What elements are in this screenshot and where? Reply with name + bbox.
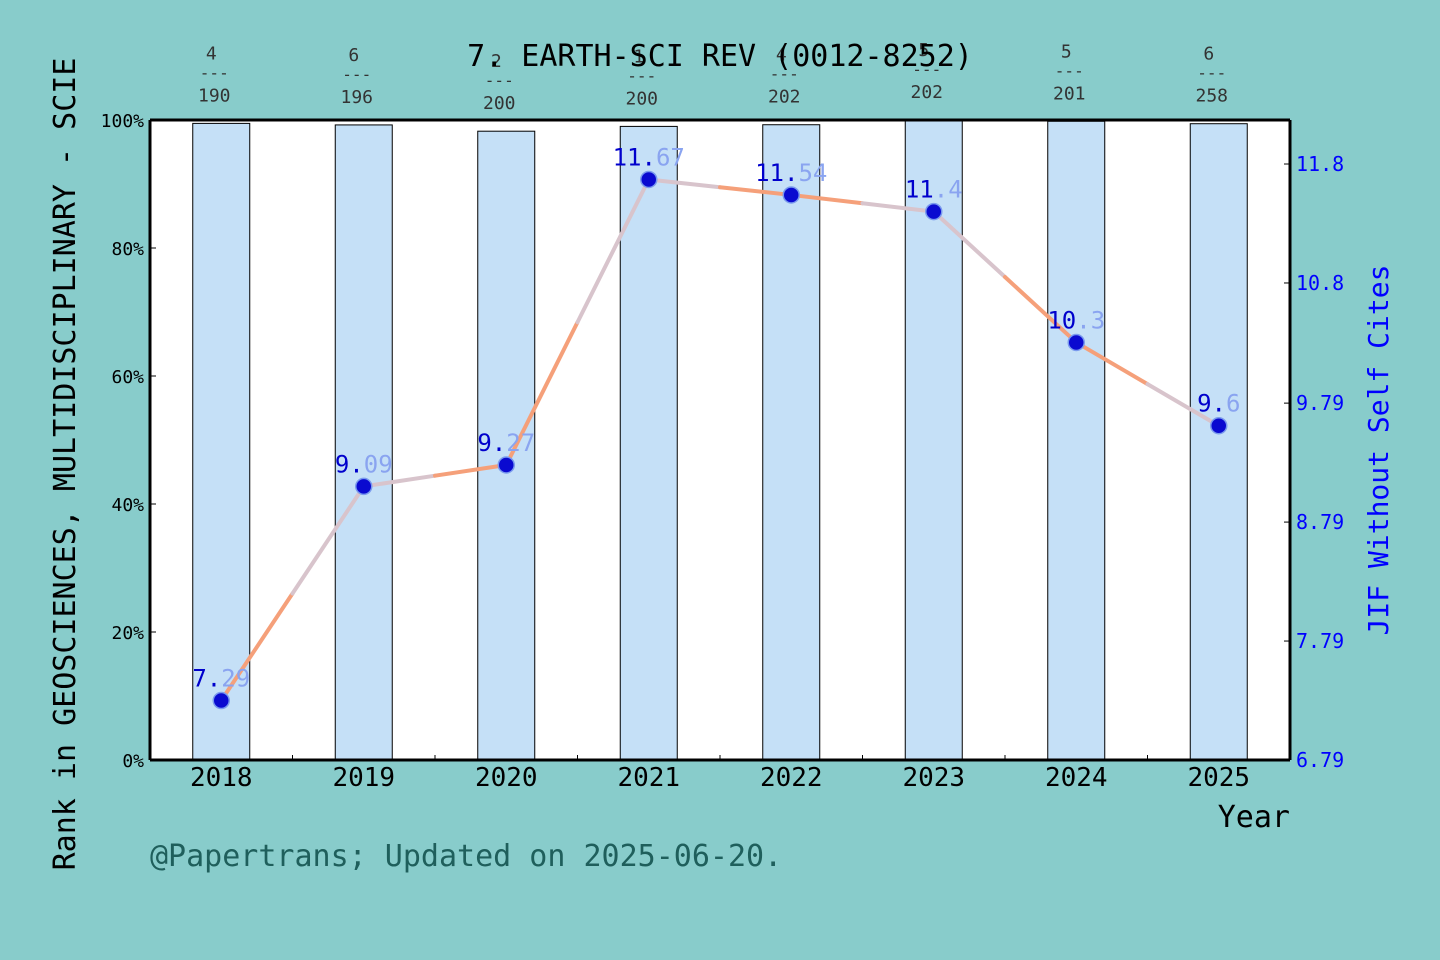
value-label-2025: 9.6	[1197, 390, 1240, 418]
y-right-tick-label: 10.8	[1296, 271, 1344, 295]
x-tick-label-2020: 2020	[475, 763, 538, 793]
point-2024	[1067, 333, 1085, 352]
rank-value-2018: 4	[206, 43, 217, 64]
y-right-tick-label: 9.79	[1296, 391, 1344, 415]
line-segment	[1003, 275, 1079, 345]
y-right-tick-label: 11.8	[1296, 152, 1344, 176]
value-label-2023: 11.4	[905, 176, 963, 204]
line-segment	[1145, 382, 1221, 428]
rank-separator-2023: ---	[912, 60, 941, 79]
rank-value-2023: 5	[918, 40, 929, 61]
y-right-tick-label: 8.79	[1296, 510, 1344, 534]
line-segment	[290, 484, 366, 596]
value-label-2020: 9.27	[477, 429, 535, 457]
point-2025	[1210, 416, 1228, 435]
point-2020	[497, 456, 515, 474]
rank-value-2022: 4	[776, 45, 787, 66]
rank-total-2025: 258	[1195, 86, 1228, 107]
line-segment	[931, 209, 1007, 280]
rank-separator-2021: ---	[627, 66, 656, 85]
rank-total-2019: 196	[340, 87, 373, 108]
bar-2019	[334, 124, 393, 761]
rank-total-2021: 200	[625, 88, 658, 109]
line-segment	[789, 192, 865, 206]
y-axis-right-title: JIF Without Self Cites	[1362, 265, 1395, 636]
line-segment	[504, 320, 580, 467]
rank-value-2020: 2	[491, 51, 502, 72]
x-tick-label-2021: 2021	[617, 763, 680, 793]
plot-area	[150, 120, 1290, 760]
value-label-2022: 11.54	[755, 159, 827, 187]
line-segment	[1074, 340, 1150, 387]
y-left-tick-label: 100%	[101, 111, 145, 132]
rank-separator-2020: ---	[485, 71, 514, 90]
x-tick-label-2019: 2019	[332, 763, 395, 793]
y-left-tick-label: 60%	[111, 367, 144, 388]
rank-total-2020: 200	[483, 93, 516, 114]
bar-series	[192, 119, 1248, 761]
y-right-tick-label: 7.79	[1296, 629, 1344, 653]
line-segment	[433, 462, 509, 478]
value-label-2024: 10.3	[1047, 306, 1105, 334]
y-axis-left-title: Rank in GEOSCIENCES, MULTIDISCIPLINARY -…	[48, 58, 83, 871]
rank-total-2024: 201	[1053, 83, 1086, 104]
point-2023	[925, 202, 943, 221]
x-tick-label-2024: 2024	[1045, 763, 1108, 793]
y-left-tick-label: 20%	[111, 623, 144, 644]
x-tick-label-2025: 2025	[1187, 763, 1250, 793]
rank-separator-2025: ---	[1197, 64, 1226, 83]
line-segment	[361, 473, 437, 489]
bar-2022	[762, 124, 821, 761]
line-segment	[575, 177, 651, 325]
y-right-tick-label: 6.79	[1296, 748, 1344, 772]
value-label-2021: 11.67	[613, 143, 685, 171]
rank-separator-2019: ---	[342, 65, 371, 84]
line-segment	[219, 591, 295, 703]
rank-total-2018: 190	[198, 85, 231, 106]
rank-value-2019: 6	[348, 45, 359, 66]
x-tick-label-2023: 2023	[902, 763, 965, 793]
y-left-tick-label: 40%	[111, 495, 144, 516]
line-segment	[718, 185, 794, 197]
value-label-2019: 9.09	[335, 450, 393, 478]
bar-2025	[1189, 123, 1248, 761]
line-segment	[646, 177, 722, 190]
chart-title: 7. EARTH-SCI REV (0012-8252)	[467, 39, 973, 74]
data-labels: 7.29 9.09 9.27 11.67 11.54 11.4 10.3 9.6	[192, 143, 1240, 692]
rank-separator-2024: ---	[1055, 61, 1084, 80]
rank-value-2025: 6	[1203, 44, 1214, 65]
point-2018	[212, 691, 230, 710]
point-2021	[640, 170, 658, 189]
rank-labels: 4---1906---1962---2001---2004---2025---2…	[198, 40, 1228, 114]
line-series	[212, 170, 1228, 710]
rank-total-2022: 202	[768, 87, 801, 108]
y-left-tick-label: 80%	[111, 239, 144, 260]
bar-2024	[1047, 120, 1106, 761]
x-tick-label-2018: 2018	[190, 763, 253, 793]
point-2019	[355, 477, 373, 496]
x-tick-label-2022: 2022	[760, 763, 823, 793]
point-2022	[782, 186, 800, 204]
footer-credit: @Papertrans; Updated on 2025-06-20.	[150, 839, 782, 874]
bar-2020	[477, 130, 536, 761]
x-axis-title: Year	[1218, 800, 1290, 835]
bar-2021	[619, 125, 678, 761]
bar-2018	[192, 122, 251, 761]
line-segment	[860, 201, 936, 214]
rank-value-2024: 5	[1061, 41, 1072, 62]
rank-value-2021: 1	[633, 46, 644, 67]
rank-total-2023: 202	[910, 82, 943, 103]
rank-separator-2018: ---	[200, 63, 229, 82]
y-left-tick-label: 0%	[122, 751, 144, 772]
axes: 2018 2019 2020 2021 2022 2023 2024 2025 0% 20% 40%…	[101, 111, 1345, 793]
rank-separator-2022: ---	[770, 65, 799, 84]
value-label-2018: 7.29	[192, 665, 250, 693]
